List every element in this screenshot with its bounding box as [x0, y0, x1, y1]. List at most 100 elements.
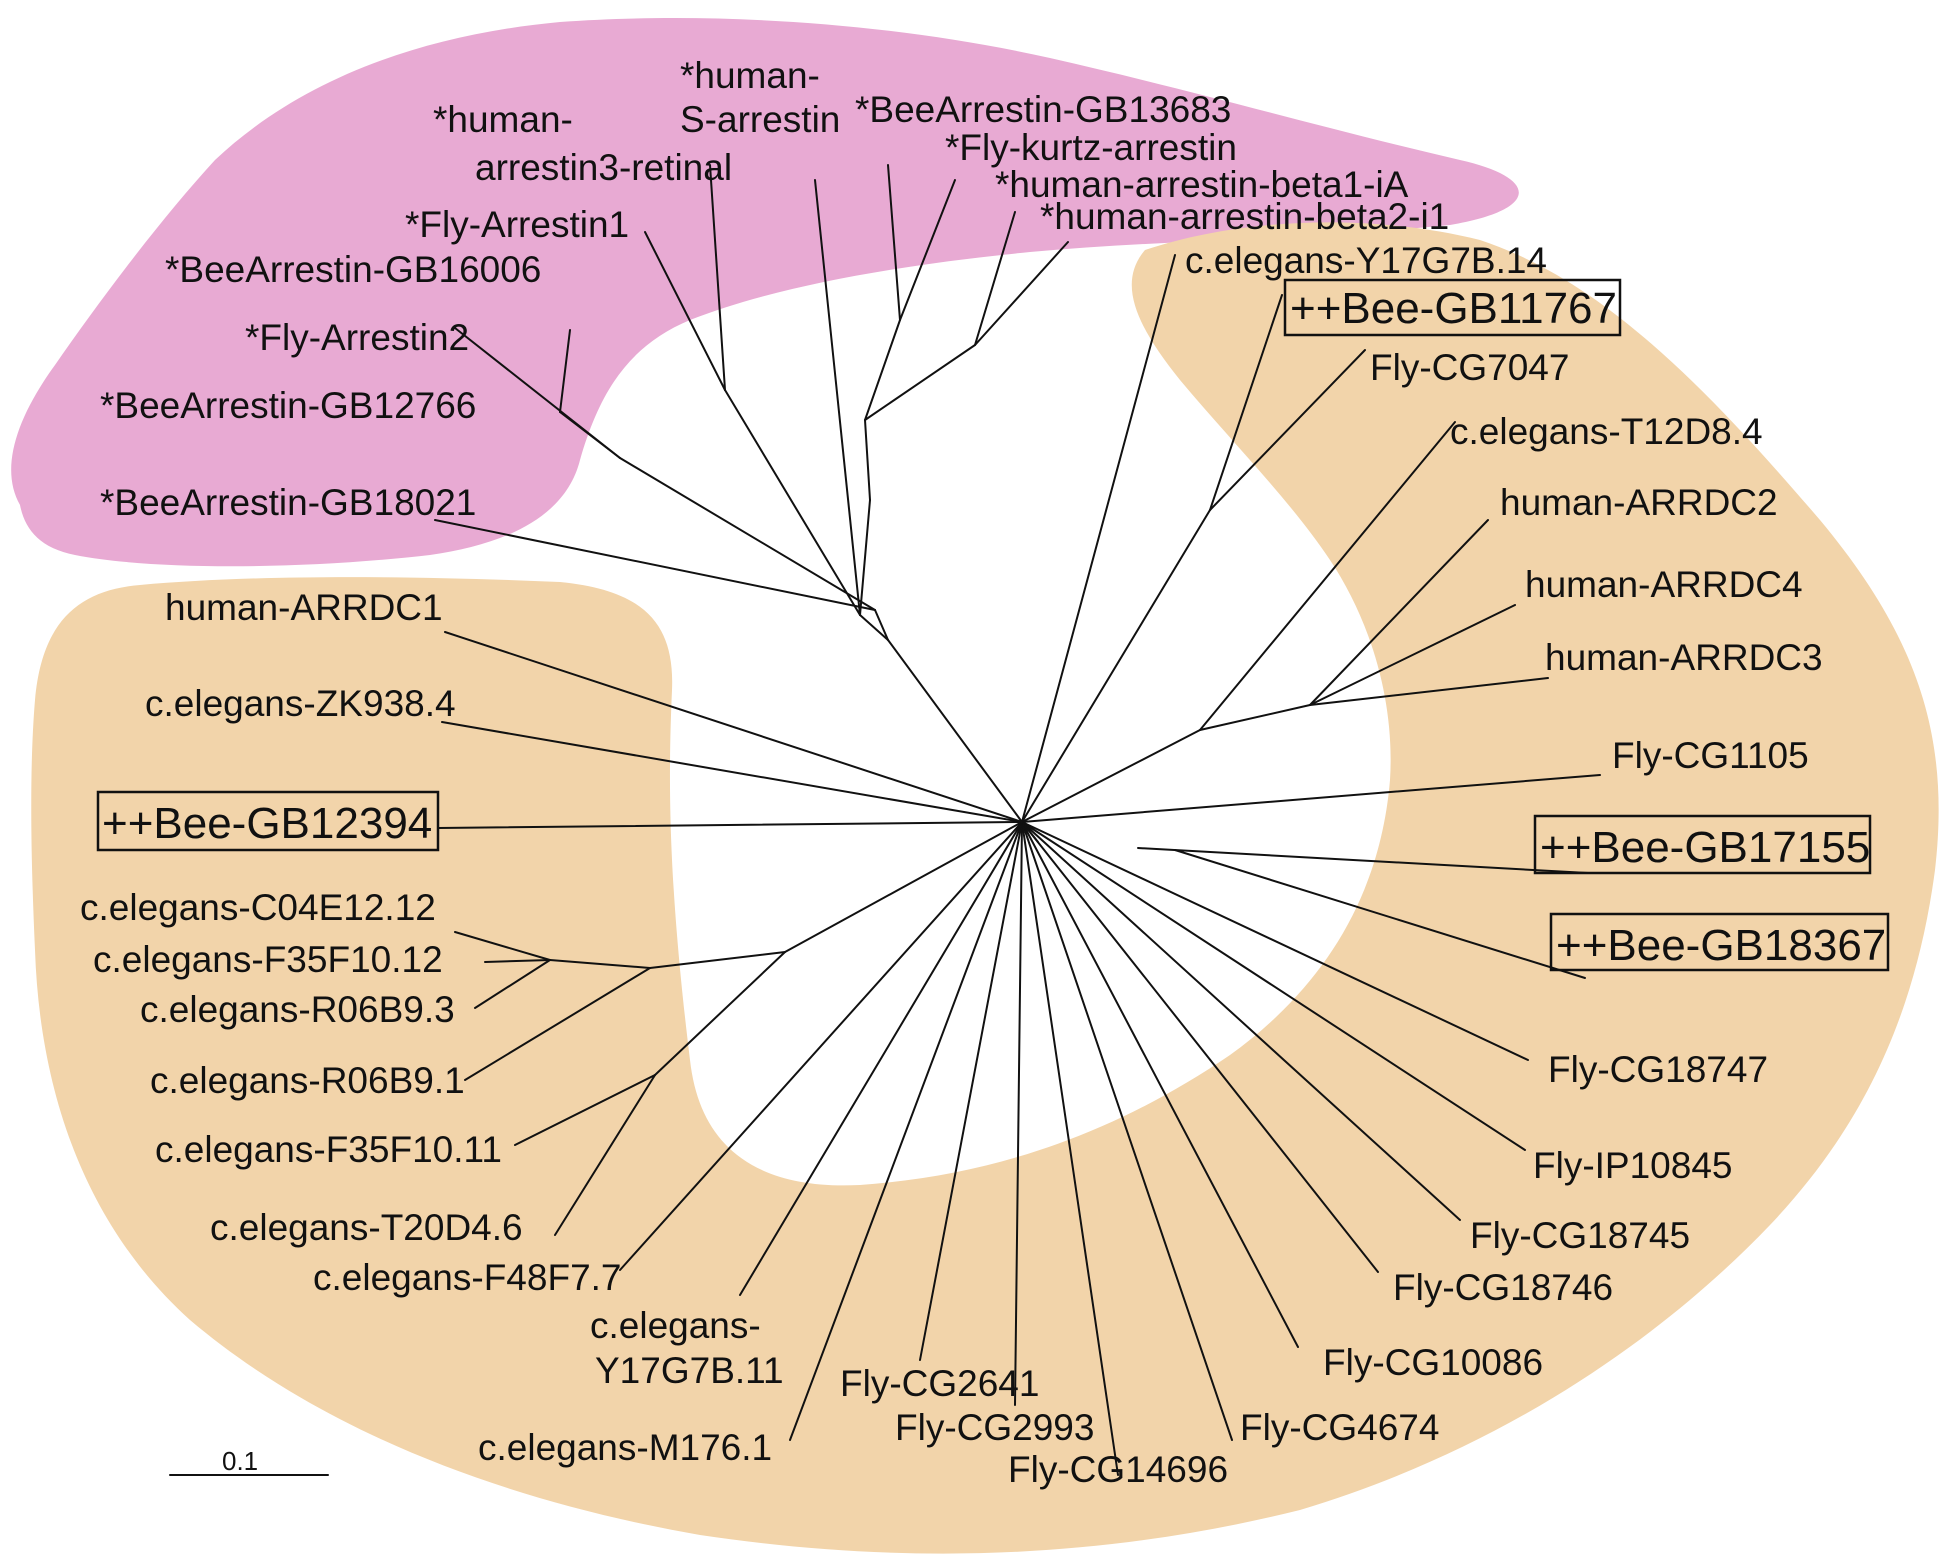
- branch: [1021, 821, 1461, 1221]
- label-box-gb12394: [96, 790, 440, 852]
- branch: [1021, 821, 1529, 1061]
- branch: [619, 821, 1023, 1271]
- branch: [554, 1074, 656, 1236]
- leaf-label: *BeeArrestin-GB13683: [855, 89, 1231, 130]
- branch: [434, 519, 876, 611]
- branch: [484, 959, 551, 963]
- branch: [1309, 677, 1549, 706]
- branch: [1309, 604, 1516, 706]
- branch: [709, 164, 726, 391]
- leaf-label: c.elegans-R06B9.3: [140, 989, 455, 1030]
- arrestin-clade-region: [11, 18, 1519, 567]
- leaf-label: Fly-CG10086: [1323, 1342, 1543, 1383]
- branch: [814, 179, 861, 616]
- branch: [1021, 774, 1601, 823]
- leaf-label: c.elegans-F48F7.7: [313, 1257, 622, 1298]
- branch: [887, 639, 1023, 823]
- branch: [559, 411, 621, 459]
- branch: [1137, 847, 1589, 874]
- branch: [619, 457, 876, 611]
- branch: [789, 821, 1023, 1441]
- leaf-label: c.elegans-Y17G7B.14: [1185, 240, 1547, 281]
- branch: [649, 951, 786, 969]
- leaf-label: *Fly-Arrestin1: [405, 204, 629, 245]
- branch: [1309, 519, 1489, 706]
- leaf-label: human-ARRDC1: [165, 587, 443, 628]
- branch: [859, 499, 871, 616]
- leaf-label: *Fly-kurtz-arrestin: [945, 127, 1237, 168]
- leaf-label: ++Bee-GB11767: [1290, 284, 1617, 333]
- leaf-label: Fly-CG2641: [840, 1363, 1039, 1404]
- leaf-label: *BeeArrestin-GB16006: [165, 249, 541, 290]
- branch: [474, 959, 551, 1009]
- leaf-label: *BeeArrestin-GB18021: [100, 482, 476, 523]
- branch: [887, 164, 901, 321]
- branch: [454, 931, 551, 961]
- leaf-label: c.elegans-T12D8.4: [1450, 411, 1763, 452]
- leaf-label: Fly-CG2993: [895, 1407, 1094, 1448]
- leaf-label: c.elegans-R06B9.1: [150, 1060, 465, 1101]
- branch: [444, 631, 1023, 823]
- leaf-label: c.elegans-C04E12.12: [80, 887, 436, 928]
- leaf-label: Fly-CG4674: [1240, 1407, 1439, 1448]
- branch: [514, 1074, 656, 1146]
- branch: [437, 821, 1023, 829]
- leaf-label: Fly-CG18745: [1470, 1215, 1690, 1256]
- branch: [441, 721, 1023, 823]
- branch: [1021, 509, 1211, 823]
- branch: [1021, 729, 1201, 823]
- branch: [1209, 349, 1366, 511]
- branch: [864, 319, 901, 421]
- leaf-label: Fly-CG18746: [1393, 1267, 1613, 1308]
- leaf-label: Fly-CG7047: [1370, 347, 1569, 388]
- leaf-label: human-ARRDC2: [1500, 482, 1778, 523]
- leaf-label: c.elegans-: [590, 1305, 761, 1346]
- label-box-gb11767: [1283, 278, 1622, 337]
- branch: [1021, 821, 1233, 1441]
- leaf-label: *human-arrestin-beta1-iA: [995, 164, 1409, 205]
- leaf-label: *human-: [680, 55, 820, 96]
- leaf-label: c.elegans-ZK938.4: [145, 683, 456, 724]
- leaf-label: Fly-CG18747: [1548, 1049, 1768, 1090]
- leaf-label: human-ARRDC4: [1525, 564, 1803, 605]
- branch: [1021, 821, 1379, 1273]
- branch: [464, 967, 651, 1081]
- leaf-label: ++Bee-GB17155: [1540, 823, 1870, 872]
- leaf-label: Y17G7B.11: [595, 1350, 784, 1391]
- branch: [1174, 849, 1586, 979]
- branch: [899, 179, 956, 321]
- leaf-label: arrestin3-retinal: [475, 147, 732, 188]
- branch: [859, 614, 889, 641]
- branch: [1021, 821, 1119, 1476]
- branch: [874, 609, 889, 641]
- branch: [1199, 704, 1311, 731]
- alpha-arrestin-clade-region: [31, 222, 1939, 1554]
- branch: [724, 389, 861, 616]
- label-box-gb17155: [1533, 814, 1872, 875]
- leaf-label: Fly-IP10845: [1533, 1145, 1733, 1186]
- branch: [739, 821, 1023, 1296]
- branch: [1021, 254, 1176, 823]
- leaf-label: ++Bee-GB12394: [102, 799, 432, 848]
- leaf-label: c.elegans-T20D4.6: [210, 1207, 523, 1248]
- leaf-label: Fly-CG1105: [1612, 735, 1809, 776]
- label-box-gb18367: [1549, 912, 1890, 972]
- leaf-label: human-ARRDC3: [1545, 637, 1823, 678]
- branch: [919, 821, 1023, 1361]
- leaf-label: *human-arrestin-beta2-i1: [1040, 196, 1449, 237]
- branch: [864, 419, 871, 501]
- leaf-label: ++Bee-GB18367: [1556, 921, 1886, 970]
- branch: [1209, 294, 1283, 511]
- branch: [549, 959, 651, 969]
- branch: [1021, 821, 1299, 1348]
- branch: [1021, 821, 1526, 1151]
- scale-bar-label: 0.1: [222, 1446, 258, 1476]
- leaf-label: Fly-CG14696: [1008, 1449, 1228, 1490]
- branch: [654, 951, 786, 1076]
- leaf-label: S-arrestin: [680, 99, 840, 140]
- leaf-label: c.elegans-F35F10.12: [93, 939, 443, 980]
- tree-branches: [434, 164, 1601, 1476]
- scale-bar: 0.1: [169, 1446, 329, 1476]
- leaf-label: *BeeArrestin-GB12766: [100, 385, 476, 426]
